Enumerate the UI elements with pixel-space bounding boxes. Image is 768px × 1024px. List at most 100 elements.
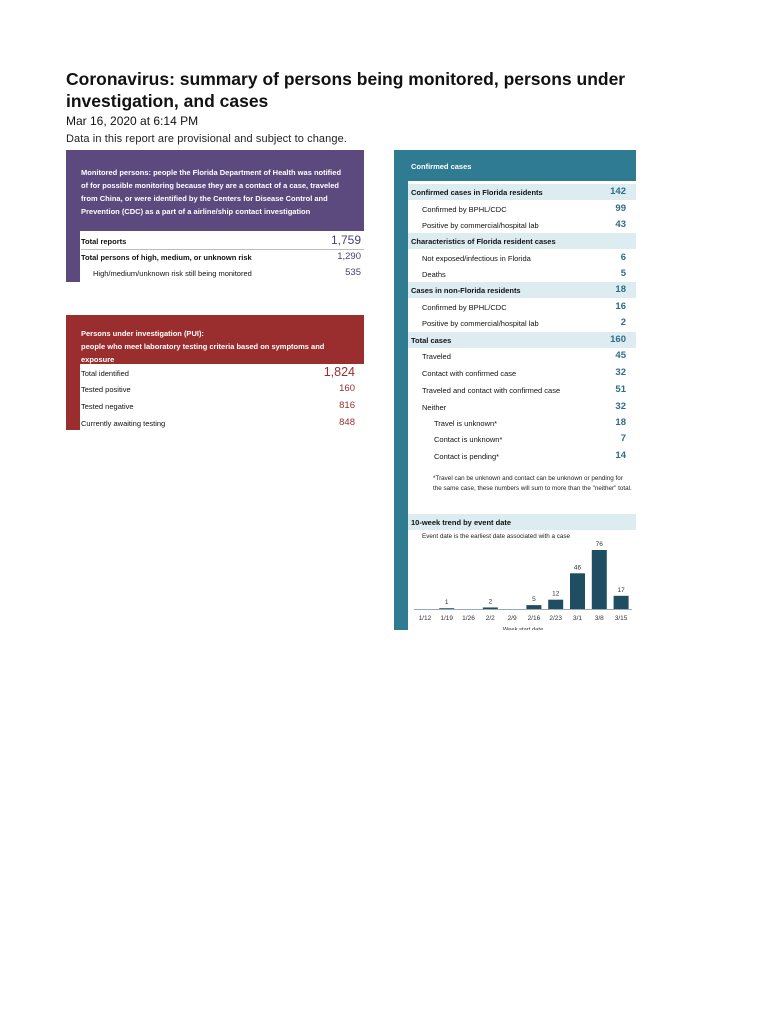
chart-data-label: 2 [488, 598, 492, 605]
confirmed-row: Positive by commercial/hospital lab 43 [408, 217, 636, 233]
monitored-divider [81, 249, 364, 250]
chart-tick-label: 2/9 [508, 615, 517, 622]
confirmed-row: Not exposed/infectious in Florida 6 [408, 250, 636, 266]
confirmed-row-value: 32 [615, 367, 626, 378]
confirmed-row: Travel is unknown* 18 [408, 415, 636, 431]
monitored-risk-label: Total persons of high, medium, or unknow… [81, 253, 252, 262]
confirmed-row: Confirmed cases in Florida residents 142 [408, 184, 636, 200]
chart-tick-label: 1/12 [419, 615, 432, 622]
confirmed-row: Cases in non-Florida residents 18 [408, 282, 636, 298]
pui-header: Persons under investigation (PUI): peopl… [66, 315, 364, 364]
confirmed-row-label: Confirmed cases in Florida residents [411, 188, 543, 197]
chart-bar [482, 607, 498, 609]
chart-data-label: 12 [552, 591, 560, 598]
chart-tick-label: 1/19 [440, 615, 453, 622]
monitored-total-value: 1,759 [330, 233, 361, 247]
confirmed-row: Deaths 5 [408, 266, 636, 282]
chart-data-label: 46 [574, 564, 582, 571]
chart-bar [526, 605, 542, 609]
confirmed-row-value: 6 [620, 252, 626, 263]
confirmed-row-label: Cases in non-Florida residents [411, 286, 521, 295]
chart-tick-label: 2/2 [486, 615, 495, 622]
confirmed-row-value: 32 [615, 401, 626, 412]
confirmed-row-value: 142 [610, 186, 626, 197]
confirmed-row-label: Neither [422, 403, 447, 412]
trend-bar-chart: 1/12 1 1/19 1/26 2 2/2 2/9 5 2/16 12 2/23 46 3/1 76 3/… [414, 541, 632, 630]
confirmed-row-label: Traveled [422, 352, 451, 361]
pui-row: Total identified 1,824 [81, 365, 364, 379]
confirmed-row: Traveled and contact with confirmed case… [408, 382, 636, 398]
confirmed-row-label: Deaths [422, 270, 446, 279]
pui-row: Currently awaiting testing 848 [81, 417, 364, 428]
confirmed-row-value: 43 [615, 219, 626, 230]
chart-tick-label: 1/26 [462, 615, 475, 622]
monitored-total-label: Total reports [81, 237, 127, 246]
confirmed-row: Characteristics of Florida resident case… [408, 233, 636, 249]
pui-row-label: Total identified [81, 369, 129, 378]
chart-tick-label: 3/1 [573, 615, 582, 622]
confirmed-row-value: 99 [615, 203, 626, 214]
chart-bar [591, 550, 607, 609]
confirmed-row-label: Contact with confirmed case [422, 369, 517, 378]
confirmed-row-value: 160 [610, 334, 626, 345]
confirmed-row-value: 45 [615, 350, 626, 361]
monitored-still-label: High/medium/unknown risk still being mon… [93, 269, 252, 278]
confirmed-row: Total cases 160 [408, 332, 636, 348]
trend-subtitle: Event date is the earliest date associat… [422, 533, 571, 540]
confirmed-row-value: 5 [620, 268, 626, 279]
confirmed-row-value: 18 [615, 417, 626, 428]
pui-row-label: Tested positive [81, 385, 131, 394]
monitored-still-value: 535 [345, 267, 361, 278]
confirmed-row: Neither 32 [408, 399, 636, 415]
monitored-risk-row: Total persons of high, medium, or unknow… [81, 251, 364, 262]
confirmed-row: Contact is pending* 14 [408, 448, 636, 464]
monitored-risk-value: 1,290 [337, 251, 361, 262]
confirmed-row-label: Positive by commercial/hospital lab [422, 221, 539, 230]
confirmed-row-label: Traveled and contact with confirmed case [422, 386, 561, 395]
confirmed-cases-panel: Confirmed cases Confirmed cases in Flori… [394, 150, 636, 630]
chart-bar [613, 595, 629, 609]
confirmed-row-label: Total cases [411, 336, 452, 345]
confirmed-row: Confirmed by BPHL/CDC 16 [408, 299, 636, 315]
confirmed-row-label: Confirmed by BPHL/CDC [422, 303, 507, 312]
pui-panel: Persons under investigation (PUI): peopl… [66, 315, 364, 430]
pui-row: Tested negative 816 [81, 400, 364, 411]
pui-row-value: 848 [339, 417, 355, 428]
confirmed-row: Confirmed by BPHL/CDC 99 [408, 201, 636, 217]
pui-row-label: Tested negative [81, 402, 134, 411]
chart-data-label: 1 [445, 599, 449, 606]
confirmed-row-label: Positive by commercial/hospital lab [422, 319, 539, 328]
confirmed-row-label: Travel is unknown* [434, 419, 498, 428]
confirmed-header: Confirmed cases [394, 150, 636, 181]
chart-tick-label: 3/8 [595, 615, 604, 622]
pui-row-value: 816 [339, 400, 355, 411]
confirmed-row-value: 18 [615, 284, 626, 295]
chart-data-label: 17 [617, 587, 625, 594]
confirmed-row: Traveled 45 [408, 348, 636, 364]
confirmed-row-label: Contact is pending* [434, 452, 500, 461]
chart-bar [570, 573, 585, 609]
confirmed-row-value: 2 [620, 317, 626, 328]
confirmed-row: Contact with confirmed case 32 [408, 365, 636, 381]
confirmed-row-label: Characteristics of Florida resident case… [411, 237, 556, 246]
pui-row-label: Currently awaiting testing [81, 419, 166, 428]
monitored-description: Monitored persons: people the Florida De… [66, 150, 364, 231]
confirmed-accent-bar [394, 150, 408, 630]
chart-tick-label: 2/16 [528, 615, 541, 622]
pui-row-value: 160 [339, 383, 355, 394]
monitored-total-row: Total reports 1,759 [81, 233, 364, 247]
chart-tick-label: 3/15 [615, 615, 628, 622]
confirmed-row-label: Confirmed by BPHL/CDC [422, 205, 507, 214]
confirmed-footnote: *Travel can be unknown and contact can b… [433, 475, 632, 492]
pui-title: Persons under investigation (PUI): [81, 329, 204, 338]
confirmed-row-value: 51 [615, 384, 626, 395]
confirmed-row-label: Contact is unknown* [434, 435, 503, 444]
chart-data-label: 5 [532, 596, 536, 603]
pui-row: Tested positive 160 [81, 383, 364, 394]
chart-bar [548, 599, 564, 609]
confirmed-row-value: 14 [615, 450, 626, 461]
report-timestamp: Mar 16, 2020 at 6:14 PM [66, 114, 199, 128]
monitored-persons-panel: Monitored persons: people the Florida De… [66, 150, 364, 282]
chart-tick-label: 2/23 [549, 615, 562, 622]
monitored-still-row: High/medium/unknown risk still being mon… [81, 267, 364, 278]
